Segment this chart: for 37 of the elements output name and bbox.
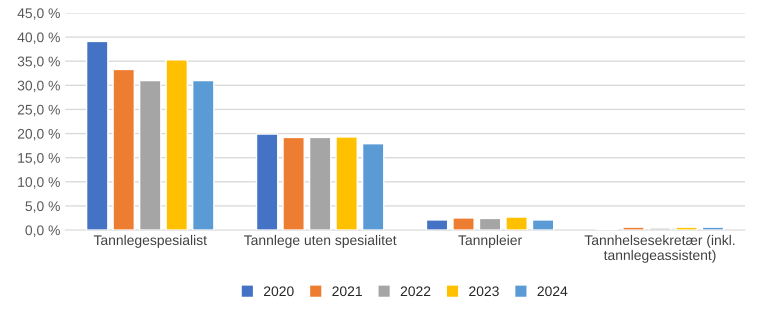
x-tick-label: Tannpleier <box>458 234 522 248</box>
legend-label: 2022 <box>400 286 430 296</box>
bar <box>452 217 475 230</box>
x-tick-label: Tannhelsesekretær (inkl. tannlegeassistent) <box>584 234 734 263</box>
bar <box>86 40 109 230</box>
y-tick-label: 45,0 % <box>18 8 60 20</box>
y-tick-label: 25,0 % <box>18 104 60 116</box>
y-tick-label: 40,0 % <box>18 32 60 44</box>
bar <box>362 142 384 230</box>
bar <box>282 136 305 230</box>
bar <box>702 226 724 230</box>
bar <box>478 218 502 230</box>
y-tick-label: 10,0 % <box>18 177 60 189</box>
y-tick-label: 0,0 % <box>25 225 60 237</box>
bar <box>532 219 554 230</box>
legend-label: 2023 <box>469 286 499 296</box>
bar <box>192 80 215 230</box>
x-tick-label: Tannlegespesialist <box>94 234 207 248</box>
bar <box>256 133 278 230</box>
legend-label: 2021 <box>332 286 362 296</box>
bar <box>335 136 358 230</box>
y-tick-label: 35,0 % <box>18 56 60 68</box>
bar <box>165 59 188 230</box>
bar <box>505 216 528 230</box>
bar <box>308 136 332 230</box>
bar <box>426 219 448 230</box>
x-tick-label: Tannlege uten spesialitet <box>244 234 397 248</box>
legend-label: 2024 <box>538 286 568 296</box>
bar <box>112 68 136 230</box>
y-tick-label: 30,0 % <box>18 80 60 92</box>
bar <box>138 80 162 230</box>
bar <box>622 226 645 230</box>
legend-label: 2020 <box>264 286 294 296</box>
y-tick-label: 15,0 % <box>18 153 60 164</box>
y-tick-label: 5,0 % <box>25 201 60 213</box>
bar <box>675 226 698 230</box>
y-tick-label: 20,0 % <box>18 128 60 140</box>
